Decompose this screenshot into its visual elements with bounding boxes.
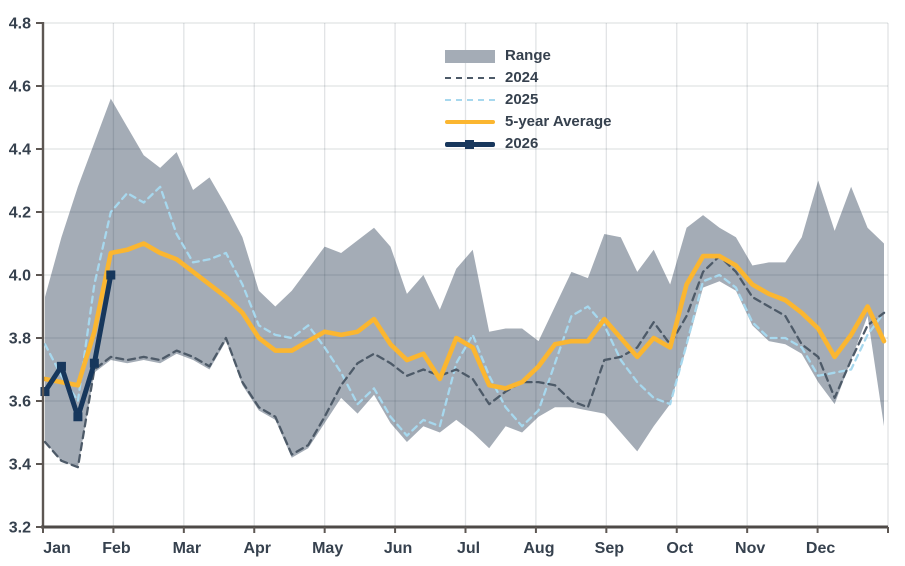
range-band	[45, 98, 884, 468]
series-2026-marker	[106, 270, 116, 280]
series-2026-marker	[56, 361, 66, 371]
x-tick-label: Jun	[384, 540, 412, 557]
y-tick-label: 3.4	[9, 457, 31, 474]
legend-item-2024: 2024	[445, 70, 611, 86]
legend-item-range: Range	[445, 48, 611, 64]
x-tick-label: Aug	[523, 540, 554, 557]
legend-label-2025: 2025	[505, 91, 539, 108]
y-tick-label: 4.2	[9, 205, 31, 222]
y-tick-label: 4.4	[9, 142, 31, 159]
legend-item-5yr-average: 5-year Average	[445, 114, 611, 130]
dashed-line-swatch-2025	[445, 99, 495, 101]
x-tick-label: Jul	[457, 540, 480, 557]
x-tick-label: Mar	[173, 540, 201, 557]
legend-label-2024: 2024	[505, 69, 539, 86]
x-tick-label: Feb	[102, 540, 131, 557]
legend-item-2025: 2025	[445, 92, 611, 108]
x-tick-label: Sep	[595, 540, 625, 557]
y-tick-label: 4.6	[9, 79, 31, 96]
dashed-line-swatch-2024	[445, 77, 495, 79]
y-tick-label: 3.8	[9, 331, 31, 348]
solid-line-swatch-5yr	[445, 119, 495, 125]
series-2026-marker	[89, 358, 99, 368]
series-2026-marker	[40, 387, 50, 397]
y-tick-label: 3.2	[9, 520, 31, 537]
x-tick-label: Apr	[243, 540, 271, 557]
chart-legend: Range 2024 2025 5-year Average 2026	[445, 48, 611, 158]
series-2026-marker	[73, 412, 83, 422]
series-2025-line	[43, 185, 886, 437]
marker-line-swatch-2026	[445, 139, 495, 149]
y-tick-label: 3.6	[9, 394, 31, 411]
series-5yr-average-line	[42, 241, 887, 391]
y-tick-label: 4.8	[9, 16, 31, 33]
series-2024-line	[43, 254, 886, 469]
legend-label-5yr-average: 5-year Average	[505, 113, 612, 130]
x-tick-label: Nov	[735, 540, 765, 557]
range-band-swatch	[445, 49, 495, 63]
legend-label-2026: 2026	[505, 135, 539, 152]
y-tick-label: 4.0	[9, 268, 31, 285]
x-tick-label: May	[312, 540, 343, 557]
x-tick-label: Oct	[666, 540, 693, 557]
x-tick-label: Jan	[43, 540, 71, 557]
legend-item-2026: 2026	[445, 136, 611, 152]
legend-label-range: Range	[505, 47, 551, 64]
x-tick-label: Dec	[806, 540, 835, 557]
